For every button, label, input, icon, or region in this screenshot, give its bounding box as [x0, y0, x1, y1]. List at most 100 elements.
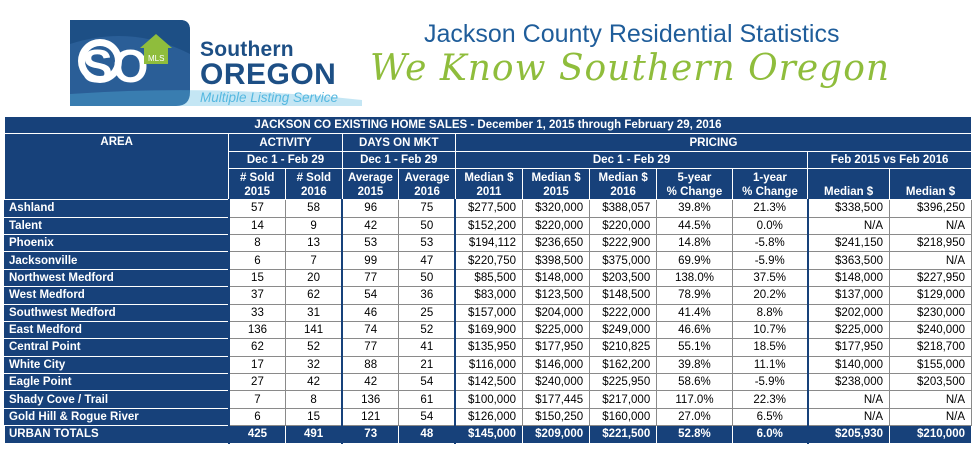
table-cell: $338,500: [806, 199, 890, 218]
table-cell: 52.8%: [656, 425, 733, 444]
area-name: Gold Hill & Rogue River: [3, 407, 230, 427]
table-cell: $203,500: [889, 373, 972, 392]
table-cell: 6: [227, 251, 287, 270]
table-cell: $249,000: [589, 320, 658, 340]
table-cell: 0.0%: [731, 216, 809, 235]
table-cell: $225,000: [806, 320, 890, 340]
table-cell: 58.6%: [656, 373, 733, 392]
table-cell: $210,000: [889, 425, 972, 444]
column-header: 1-year% Change: [731, 168, 809, 201]
header-pricing-period: Dec 1 - Feb 29: [454, 150, 809, 170]
table-cell: 39.8%: [656, 355, 733, 375]
table-cell: 54: [398, 407, 456, 427]
stats-table-wrapper: JACKSON CO EXISTING HOME SALES - Decembe…: [3, 115, 973, 444]
table-row: Ashland 57 58 96 75 $277,500 $320,000 $388,057 3…: [3, 199, 972, 218]
table-cell: 96: [341, 199, 400, 218]
table-cell: 46: [341, 303, 400, 322]
table-cell: 88: [341, 355, 400, 375]
table-cell: $217,000: [589, 390, 658, 409]
area-name: URBAN TOTALS: [3, 425, 230, 444]
table-cell: 10.7%: [731, 320, 809, 340]
table-cell: 121: [341, 407, 400, 427]
table-cell: 13: [285, 233, 343, 253]
table-cell: 77: [341, 338, 400, 357]
table-cell: 62: [285, 286, 343, 305]
table-cell: $85,500: [454, 268, 524, 288]
column-header-line-1: Median $: [598, 172, 648, 185]
area-name: Northwest Medford: [3, 268, 230, 288]
table-cell: 52: [285, 338, 343, 357]
table-body: Ashland 57 58 96 75 $277,500 $320,000 $388,057 3…: [3, 199, 972, 444]
table-banner-row: JACKSON CO EXISTING HOME SALES - Decembe…: [4, 115, 972, 135]
header-activity: ACTIVITY: [228, 133, 343, 152]
table-cell: N/A: [806, 216, 890, 235]
table-cell: $155,000: [889, 355, 972, 375]
table-cell: 8: [227, 233, 287, 253]
table-cell: 50: [398, 268, 456, 288]
table-cell: 8.8%: [731, 303, 809, 322]
table-cell: 47: [398, 251, 456, 270]
table-cell: 31: [285, 303, 343, 322]
table-cell: $218,700: [889, 338, 972, 357]
table-cell: 27.0%: [656, 407, 733, 427]
table-cell: 62: [227, 338, 287, 357]
column-header-line-2: 2016: [610, 186, 636, 199]
column-header-line-2: Median $: [905, 186, 956, 199]
column-header-line-1: # Sold: [239, 172, 275, 185]
table-cell: 42: [285, 373, 343, 392]
table-cell: 21.3%: [731, 199, 809, 218]
table-cell: $222,900: [589, 233, 658, 253]
logo: SO MLS Southern OREGON Multiple Listing …: [62, 14, 362, 110]
table-cell: 141: [285, 320, 343, 340]
table-cell: $225,950: [589, 373, 658, 392]
table-cell: 22.3%: [731, 390, 809, 409]
stats-table: JACKSON CO EXISTING HOME SALES - Decembe…: [3, 115, 973, 444]
column-header-line-1: Average: [347, 172, 393, 185]
table-cell: 53: [398, 233, 456, 253]
table-cell: $148,000: [806, 268, 890, 288]
logo-mls-text: MLS: [148, 54, 164, 63]
table-cell: $142,500: [454, 373, 524, 392]
table-cell: 54: [398, 373, 456, 392]
logo-line-2: OREGON: [200, 58, 337, 91]
table-cell: $203,500: [589, 268, 658, 288]
column-header-line-2: Median $: [824, 186, 874, 199]
table-cell: 6.0%: [731, 425, 809, 444]
table-cell: N/A: [889, 407, 972, 427]
table-cell: $238,000: [806, 373, 890, 392]
column-header-line-2: 2015: [244, 186, 270, 199]
table-cell: $277,500: [454, 199, 524, 218]
table-cell: 53: [341, 233, 400, 253]
table-cell: $150,250: [521, 407, 591, 427]
table-row: White City 17 32 88 21 $116,000 $146,000 $162,2…: [3, 355, 972, 375]
table-cell: $157,000: [454, 303, 524, 322]
logo-line-1: Southern: [200, 38, 294, 61]
table-cell: 78.9%: [656, 286, 733, 305]
table-cell: 74: [341, 320, 400, 340]
column-header-line-1: 5-year: [677, 172, 712, 185]
table-cell: 7: [285, 251, 343, 270]
table-cell: $169,900: [454, 320, 524, 340]
area-name: Talent: [3, 216, 230, 235]
table-cell: 33: [227, 303, 287, 322]
column-header: Median $: [807, 168, 890, 201]
table-cell: $116,000: [454, 355, 524, 375]
table-cell: 15: [285, 407, 343, 427]
table-cell: 425: [227, 425, 287, 444]
column-header-line-1: Median $: [464, 172, 514, 185]
table-banner: JACKSON CO EXISTING HOME SALES - Decembe…: [4, 115, 972, 135]
table-cell: -5.8%: [731, 233, 809, 253]
header-days-period: Dec 1 - Feb 29: [341, 150, 456, 170]
table-cell: 55.1%: [656, 338, 733, 357]
table-cell: $148,000: [521, 268, 591, 288]
table-cell: $152,200: [454, 216, 524, 235]
table-cell: 17: [227, 355, 287, 375]
table-cell: $100,000: [454, 390, 524, 409]
column-header: Average 2016: [398, 168, 456, 201]
table-cell: $209,000: [521, 425, 591, 444]
header-row-2: Dec 1 - Feb 29 Dec 1 - Feb 29 Dec 1 - Fe…: [5, 150, 972, 170]
table-row: Central Point 62 52 77 41 $135,950 $177,950 $21…: [3, 338, 972, 357]
table-cell: $202,000: [806, 303, 890, 322]
table-cell: $220,000: [589, 216, 658, 235]
column-header-line-1: Average: [404, 172, 450, 185]
